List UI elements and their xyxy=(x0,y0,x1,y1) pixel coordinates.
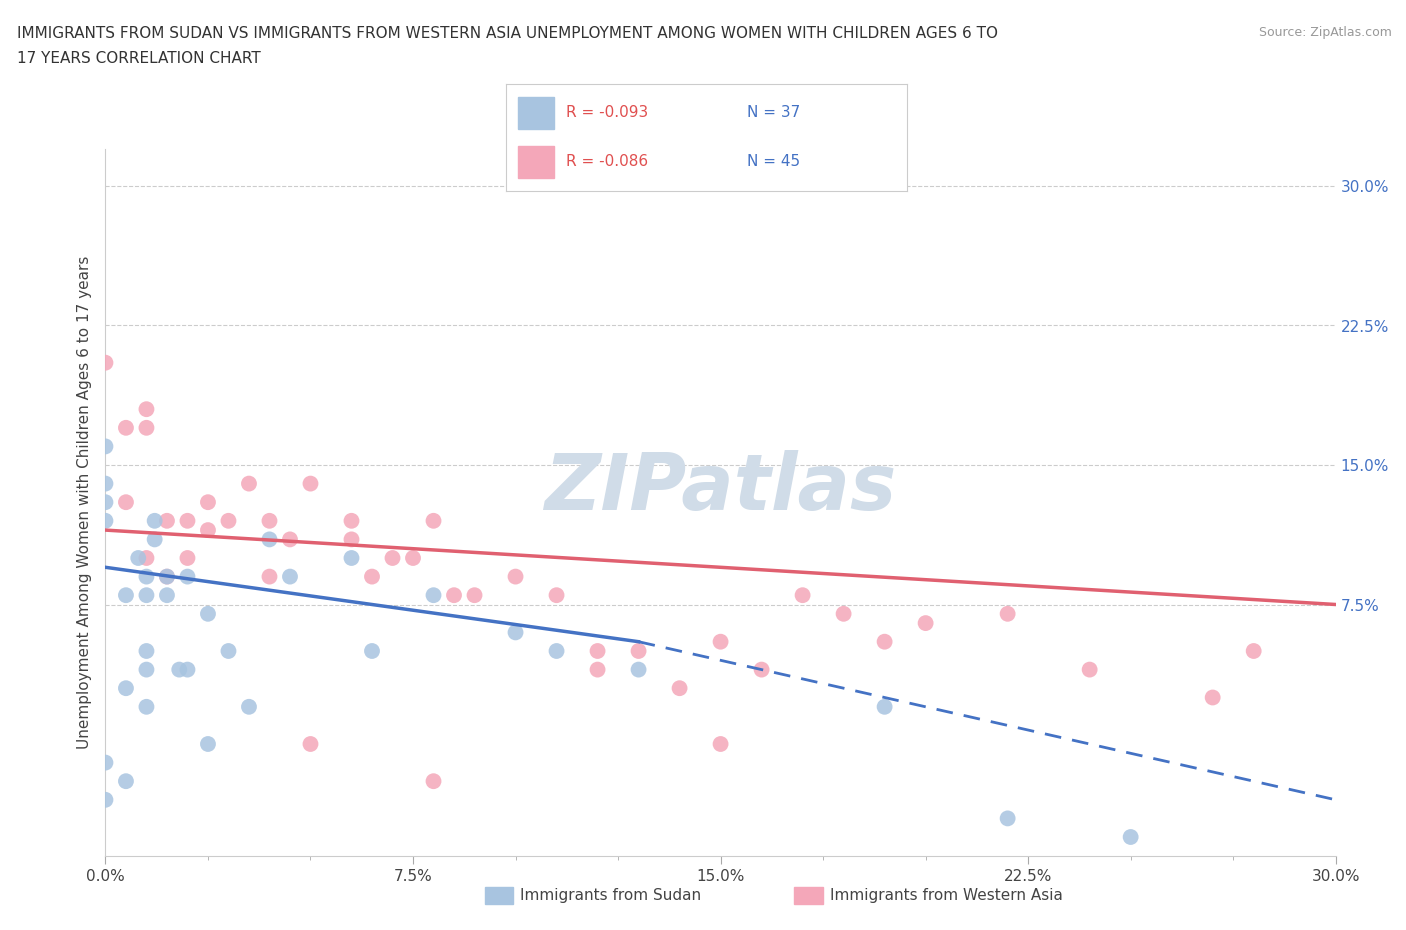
Point xyxy=(586,644,609,658)
Point xyxy=(94,792,117,807)
Point xyxy=(546,588,568,603)
Point xyxy=(135,569,157,584)
Point xyxy=(135,644,157,658)
Point xyxy=(94,355,117,370)
Point xyxy=(259,569,281,584)
Point xyxy=(135,402,157,417)
Point xyxy=(176,662,198,677)
Text: Immigrants from Western Asia: Immigrants from Western Asia xyxy=(830,888,1063,903)
Point xyxy=(709,737,731,751)
Point xyxy=(914,616,936,631)
Point xyxy=(115,495,138,510)
Point xyxy=(361,644,384,658)
Point xyxy=(156,569,179,584)
Point xyxy=(792,588,814,603)
Point xyxy=(422,513,444,528)
Point xyxy=(94,513,117,528)
FancyBboxPatch shape xyxy=(519,97,554,128)
Point xyxy=(1119,830,1142,844)
Text: N = 45: N = 45 xyxy=(747,154,800,169)
Point xyxy=(832,606,855,621)
Point xyxy=(156,569,179,584)
FancyBboxPatch shape xyxy=(519,146,554,178)
Point xyxy=(709,634,731,649)
Point xyxy=(115,420,138,435)
Point xyxy=(115,681,138,696)
Point xyxy=(115,774,138,789)
Point xyxy=(176,569,198,584)
Point xyxy=(197,523,219,538)
Point xyxy=(94,755,117,770)
Point xyxy=(169,662,191,677)
Text: IMMIGRANTS FROM SUDAN VS IMMIGRANTS FROM WESTERN ASIA UNEMPLOYMENT AMONG WOMEN W: IMMIGRANTS FROM SUDAN VS IMMIGRANTS FROM… xyxy=(17,26,998,41)
Point xyxy=(143,532,166,547)
Point xyxy=(422,774,444,789)
Point xyxy=(156,588,179,603)
Point xyxy=(197,495,219,510)
Point xyxy=(176,513,198,528)
Text: Immigrants from Sudan: Immigrants from Sudan xyxy=(520,888,702,903)
Point xyxy=(143,513,166,528)
Point xyxy=(361,569,384,584)
Point xyxy=(197,606,219,621)
Point xyxy=(259,513,281,528)
Point xyxy=(238,476,260,491)
Point xyxy=(505,569,527,584)
Point xyxy=(402,551,425,565)
Point xyxy=(238,699,260,714)
Point xyxy=(135,588,157,603)
Point xyxy=(340,513,363,528)
Point xyxy=(197,737,219,751)
Point xyxy=(627,644,650,658)
Text: ZIPatlas: ZIPatlas xyxy=(544,450,897,526)
Point xyxy=(381,551,404,565)
Point xyxy=(94,476,117,491)
Point xyxy=(422,588,444,603)
Point xyxy=(1201,690,1223,705)
Point xyxy=(340,532,363,547)
Point xyxy=(278,532,301,547)
Point xyxy=(218,644,240,658)
Point xyxy=(94,495,117,510)
Point xyxy=(299,476,322,491)
Point xyxy=(873,699,896,714)
Point xyxy=(1078,662,1101,677)
Point xyxy=(997,811,1019,826)
Point xyxy=(443,588,465,603)
Point xyxy=(135,551,157,565)
Point xyxy=(176,551,198,565)
Point xyxy=(546,644,568,658)
Point xyxy=(1243,644,1265,658)
Point xyxy=(278,569,301,584)
Text: Source: ZipAtlas.com: Source: ZipAtlas.com xyxy=(1258,26,1392,39)
Text: 17 YEARS CORRELATION CHART: 17 YEARS CORRELATION CHART xyxy=(17,51,260,66)
Point xyxy=(135,699,157,714)
Point xyxy=(135,420,157,435)
Text: R = -0.093: R = -0.093 xyxy=(567,105,648,120)
Point xyxy=(340,551,363,565)
Point xyxy=(586,662,609,677)
Point xyxy=(259,532,281,547)
Point xyxy=(127,551,149,565)
Point xyxy=(299,737,322,751)
Text: N = 37: N = 37 xyxy=(747,105,800,120)
Point xyxy=(627,662,650,677)
Point xyxy=(997,606,1019,621)
Text: R = -0.086: R = -0.086 xyxy=(567,154,648,169)
Point xyxy=(156,513,179,528)
Point xyxy=(115,588,138,603)
Point xyxy=(668,681,690,696)
Point xyxy=(135,662,157,677)
Y-axis label: Unemployment Among Women with Children Ages 6 to 17 years: Unemployment Among Women with Children A… xyxy=(77,256,93,749)
Point xyxy=(751,662,773,677)
Point xyxy=(505,625,527,640)
Point xyxy=(873,634,896,649)
Point xyxy=(94,439,117,454)
Point xyxy=(464,588,486,603)
Point xyxy=(218,513,240,528)
